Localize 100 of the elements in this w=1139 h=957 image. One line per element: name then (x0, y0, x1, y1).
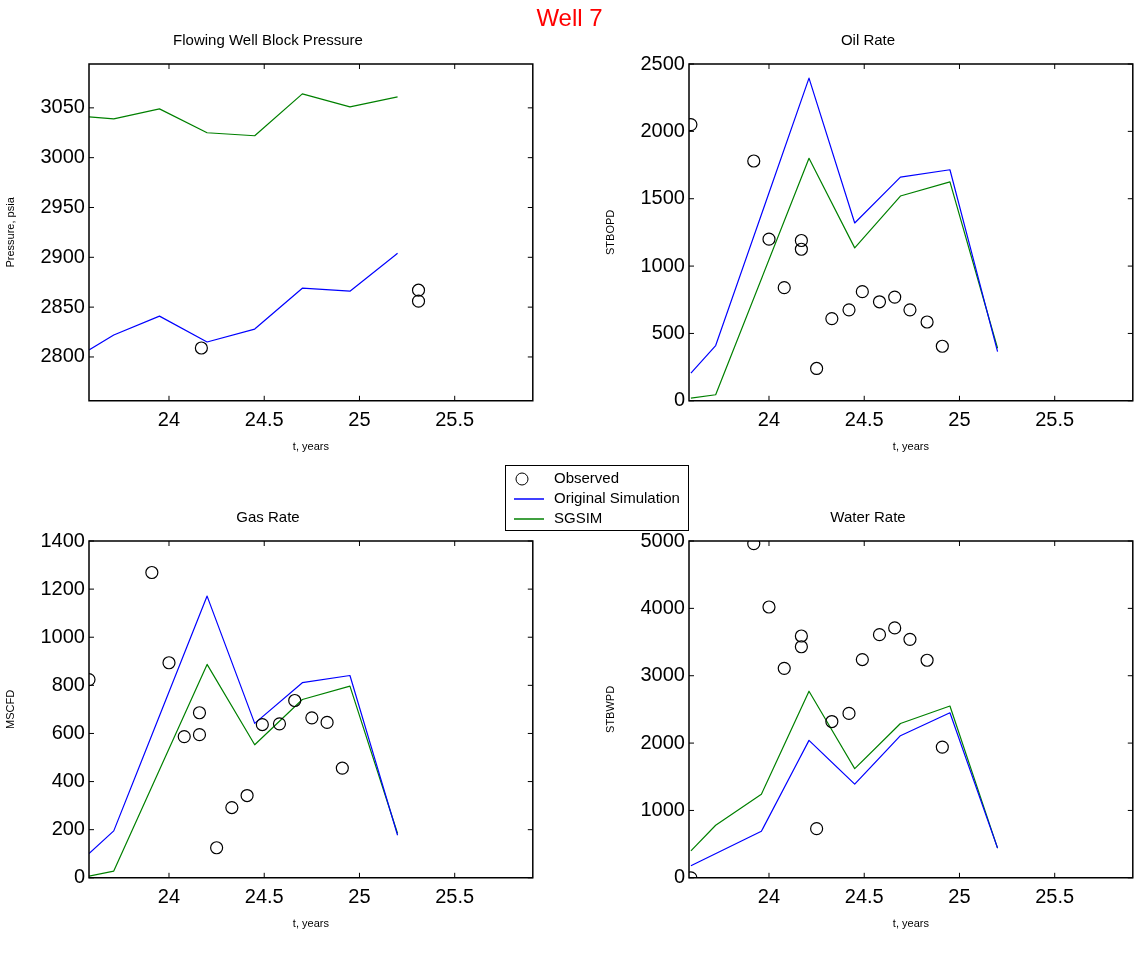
y-tick-label: 200 (51, 817, 85, 840)
y-tick-label: 2000 (640, 730, 685, 753)
x-tick-label: 24.5 (244, 408, 284, 431)
y-tick-label: 0 (673, 388, 685, 411)
y-axis-title: Pressure, psia (3, 196, 16, 268)
point (810, 361, 824, 376)
point (888, 621, 902, 635)
y-tick-label: 1400 (40, 528, 85, 551)
point (225, 800, 239, 815)
y-tick-label: 2900 (40, 244, 85, 267)
x-tick-label: 24 (757, 885, 781, 908)
point (192, 706, 207, 720)
point (747, 154, 761, 168)
point (240, 788, 254, 803)
point (794, 640, 808, 654)
x-axis-title: t, years (292, 440, 330, 453)
point (920, 653, 934, 667)
y-tick-label: 3000 (40, 145, 85, 168)
chart-title: Flowing Well Block Pressure (173, 31, 363, 49)
point (825, 714, 839, 729)
y-axis-title: STBOPD (603, 209, 616, 256)
point (145, 565, 159, 580)
y-tick-label: 2800 (40, 344, 85, 367)
point (855, 652, 869, 667)
point (935, 740, 949, 754)
y-tick-label: 4000 (640, 595, 685, 618)
y-tick-label: 400 (51, 769, 85, 792)
y-axis-title: STBWPD (603, 685, 616, 733)
x-tick-label: 24.5 (844, 885, 884, 908)
point (920, 315, 934, 329)
legend-label: Original Simulation (554, 489, 680, 506)
point (855, 285, 869, 299)
y-tick-label: 1000 (640, 253, 685, 276)
x-tick-label: 24 (757, 408, 781, 431)
point (192, 728, 207, 742)
point (935, 339, 949, 353)
x-axis-title: t, years (892, 440, 930, 453)
y-tick-label: 3000 (640, 663, 685, 686)
point (872, 628, 887, 642)
point (177, 729, 191, 744)
y-tick-label: 600 (51, 720, 85, 743)
x-tick-label: 25 (948, 885, 971, 908)
y-tick-label: 5000 (640, 528, 685, 551)
chart-title: Gas Rate (236, 508, 300, 526)
x-tick-label: 25 (948, 408, 971, 431)
y-tick-label: 1500 (640, 186, 685, 209)
point (320, 715, 334, 729)
y-axis-title: MSCFD (3, 689, 16, 729)
legend-label: Observed (554, 469, 620, 486)
point (305, 711, 319, 725)
chart-title: Water Rate (830, 508, 906, 526)
point (794, 242, 808, 256)
point (288, 693, 302, 708)
point (872, 295, 887, 309)
x-tick-label: 24.5 (244, 885, 284, 908)
x-tick-label: 25.5 (435, 408, 475, 431)
x-tick-label: 24.5 (844, 408, 884, 431)
x-tick-label: 25 (348, 885, 371, 908)
point (842, 706, 856, 721)
point (272, 717, 287, 731)
point (794, 629, 808, 643)
y-tick-label: 500 (651, 320, 685, 343)
y-tick-label: 2850 (40, 294, 85, 317)
x-tick-label: 25.5 (435, 885, 475, 908)
y-tick-label: 1000 (40, 624, 85, 647)
point (903, 632, 917, 646)
point (335, 761, 349, 775)
point (888, 290, 902, 304)
y-tick-label: 1000 (640, 797, 685, 820)
point (810, 822, 824, 836)
y-tick-label: 0 (673, 865, 685, 888)
point (762, 232, 776, 246)
point (411, 283, 426, 297)
point (255, 717, 269, 732)
y-tick-label: 2500 (640, 51, 685, 74)
point (162, 656, 176, 670)
text: Well 7 (535, 4, 604, 32)
x-tick-label: 24 (157, 885, 181, 908)
y-tick-label: 3050 (40, 95, 85, 118)
y-tick-label: 0 (73, 865, 85, 888)
point (762, 600, 776, 614)
point (210, 841, 224, 855)
x-tick-label: 24 (157, 408, 181, 431)
point (194, 341, 208, 355)
legend-label: SGSIM (554, 509, 603, 526)
y-tick-label: 2000 (640, 118, 685, 141)
point (411, 294, 426, 308)
y-tick-label: 1200 (40, 576, 85, 599)
y-tick-label: 800 (51, 672, 85, 695)
point (842, 303, 856, 317)
x-axis-title: t, years (892, 917, 930, 930)
x-tick-label: 25.5 (1035, 885, 1075, 908)
point (903, 303, 917, 317)
x-axis-title: t, years (292, 917, 330, 930)
y-tick-label: 2950 (40, 195, 85, 217)
x-tick-label: 25.5 (1035, 408, 1075, 431)
point (777, 661, 791, 675)
point (825, 312, 839, 326)
point (794, 233, 808, 248)
point (777, 281, 791, 295)
